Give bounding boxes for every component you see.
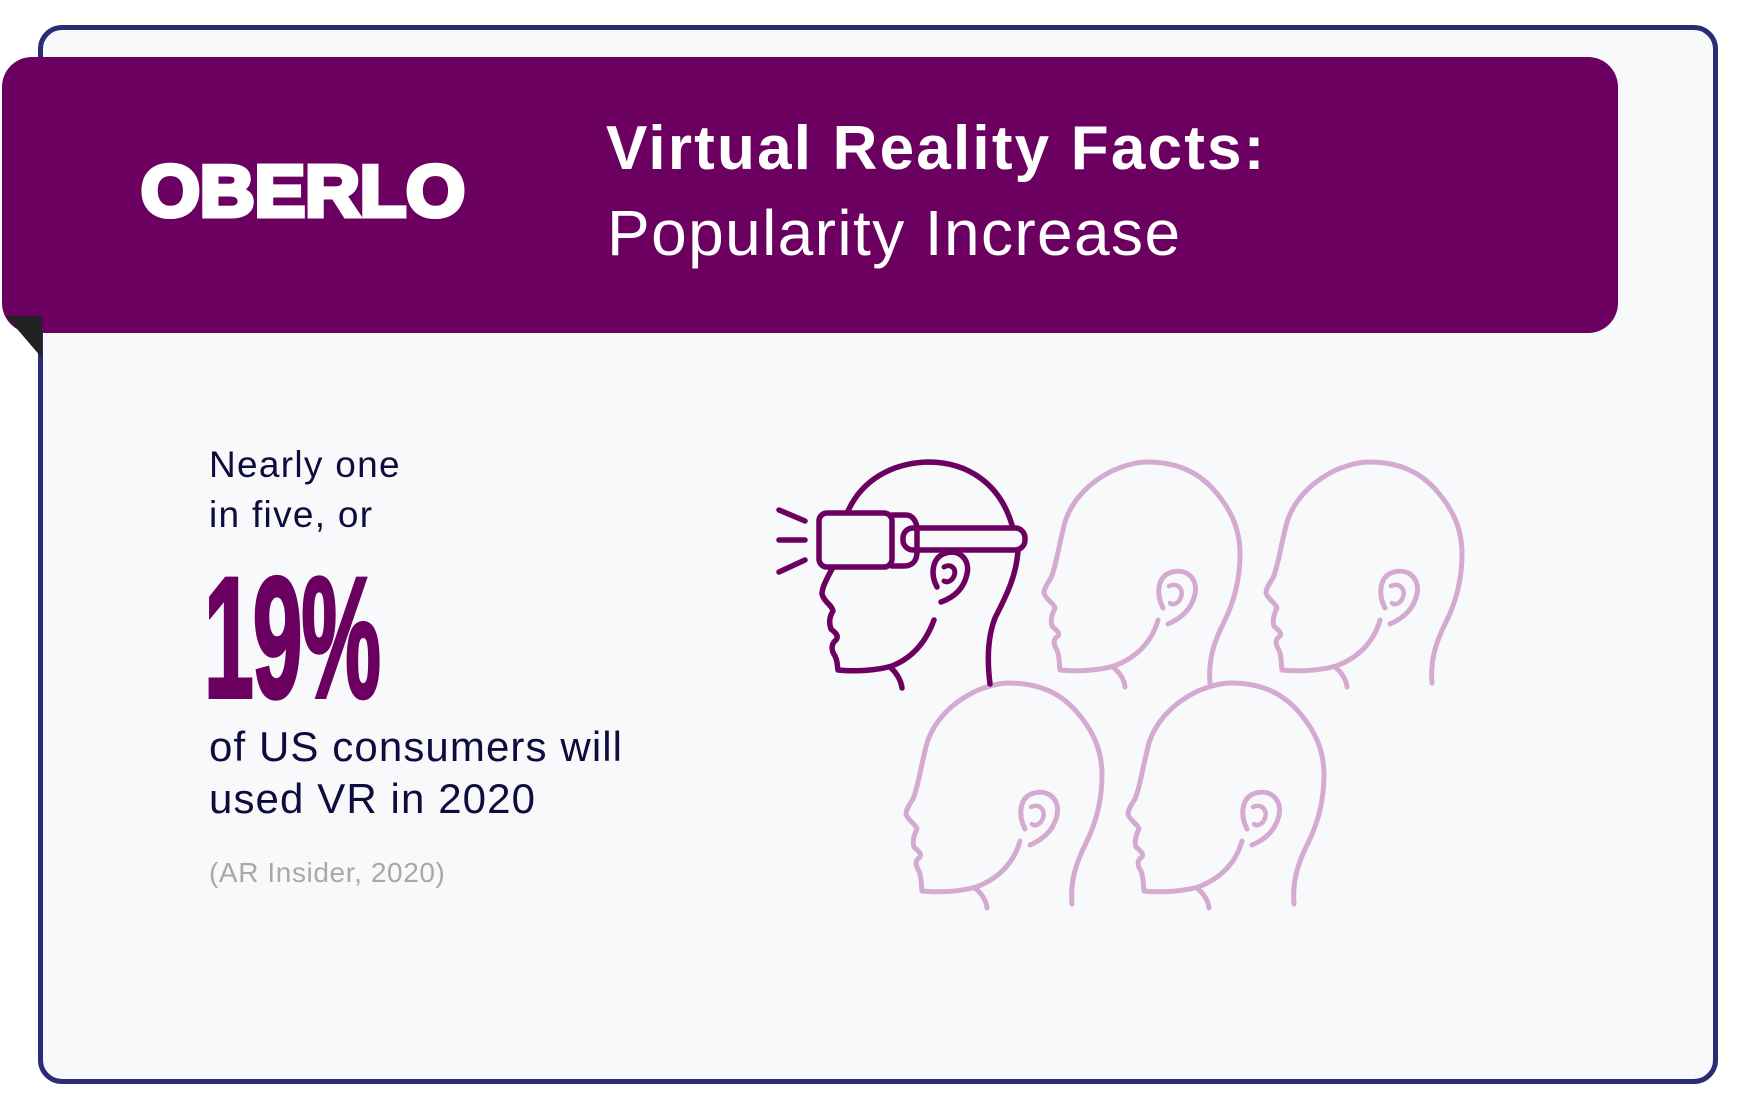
- stat-description-line-2: used VR in 2020: [209, 775, 537, 822]
- stat-description: of US consumers will used VR in 2020: [209, 721, 623, 825]
- stat-intro-line-2: in five, or: [209, 494, 374, 535]
- header-banner: [2, 57, 1618, 333]
- source-citation: (AR Insider, 2020): [209, 857, 446, 888]
- oberlo-logo: OBERLO: [141, 150, 467, 230]
- stat-intro-line-1: Nearly one: [209, 444, 401, 485]
- stat-intro: Nearly one in five, or: [209, 440, 401, 540]
- banner-fold-shadow: [6, 316, 42, 358]
- page-subtitle: Popularity Increase: [607, 197, 1182, 269]
- page-title: Virtual Reality Facts:: [606, 114, 1267, 183]
- stat-description-line-1: of US consumers will: [209, 723, 624, 770]
- logo-text: OBERLO: [141, 152, 465, 230]
- stat-value: 19%: [203, 541, 382, 735]
